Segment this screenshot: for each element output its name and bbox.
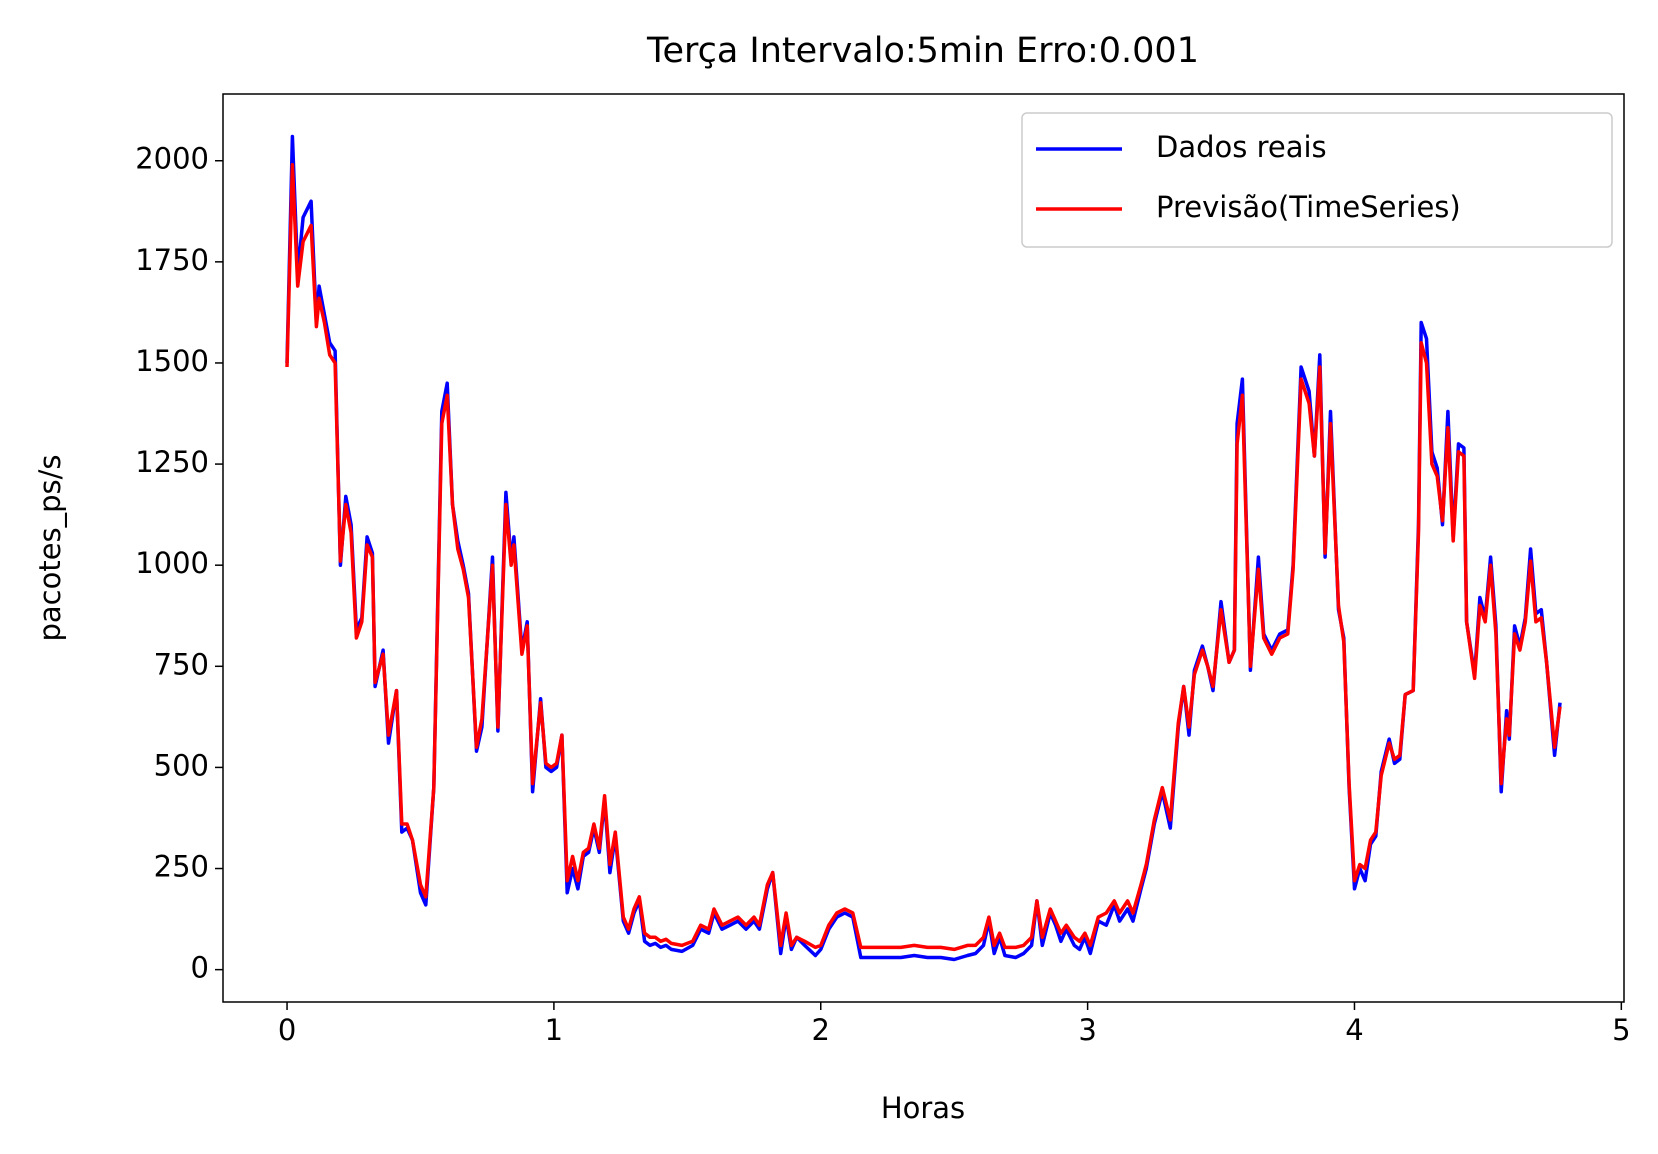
data-line xyxy=(285,163,1562,952)
x-tick-label: 4 xyxy=(1345,1013,1363,1047)
y-tick-label: 2000 xyxy=(135,142,209,176)
plot-frame xyxy=(222,93,1625,1003)
y-tick-label: 1250 xyxy=(135,445,209,479)
y-tick-label: 1750 xyxy=(135,243,209,277)
chart-title: Terça Intervalo:5min Erro:0.001 xyxy=(646,31,1199,71)
legend-label: Dados reais xyxy=(1156,130,1327,164)
x-tick-label: 1 xyxy=(545,1013,563,1047)
x-axis-label: Horas xyxy=(881,1091,965,1125)
y-tick-label: 500 xyxy=(154,748,209,782)
y-tick-label: 250 xyxy=(154,850,209,884)
y-tick-label: 750 xyxy=(154,647,209,681)
x-tick-label: 3 xyxy=(1078,1013,1096,1047)
x-tick-label: 5 xyxy=(1612,1013,1630,1047)
y-tick-label: 1000 xyxy=(135,546,209,580)
x-tick-label: 0 xyxy=(278,1013,296,1047)
y-tick-label: 1500 xyxy=(135,344,209,378)
legend-box xyxy=(1021,112,1613,248)
legend-label: Previsão(TimeSeries) xyxy=(1156,190,1461,224)
y-tick-label: 0 xyxy=(191,951,209,985)
x-tick-label: 2 xyxy=(812,1013,830,1047)
y-axis-label: pacotes_ps/s xyxy=(33,454,67,641)
